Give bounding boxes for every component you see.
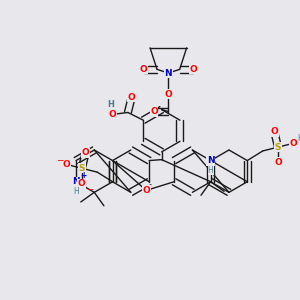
Text: S: S <box>275 142 281 152</box>
Text: O: O <box>63 160 70 169</box>
Text: −: − <box>86 184 93 193</box>
Text: +: + <box>80 172 87 181</box>
Text: O: O <box>78 179 86 188</box>
Text: H: H <box>107 100 114 109</box>
Text: O: O <box>128 93 136 102</box>
Text: O: O <box>140 65 147 74</box>
Text: O: O <box>189 65 197 74</box>
Text: N: N <box>72 177 80 186</box>
Text: N: N <box>164 68 172 77</box>
Text: N: N <box>207 156 214 165</box>
Text: H: H <box>208 166 214 175</box>
Text: O: O <box>109 110 116 119</box>
Text: O: O <box>290 139 297 148</box>
Text: H: H <box>73 187 79 196</box>
Text: O: O <box>82 148 89 158</box>
Text: O: O <box>270 127 278 136</box>
Text: O: O <box>274 158 282 167</box>
Text: O: O <box>150 107 158 116</box>
Text: O: O <box>142 186 150 195</box>
Text: O: O <box>164 90 172 99</box>
Text: −: − <box>56 155 63 164</box>
Text: H: H <box>297 134 300 143</box>
Text: S: S <box>79 164 85 173</box>
